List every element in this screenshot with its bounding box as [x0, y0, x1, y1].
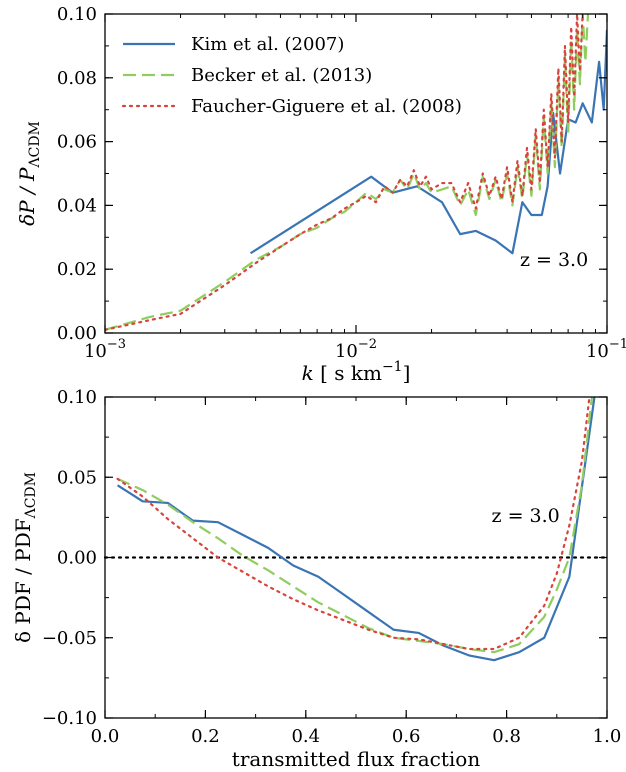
y-axis-label-main: δ PDF / PDF: [11, 518, 35, 643]
panel-power-spectrum: 10−3 10−2 10−10.000.020.040.060.080.10k [ …: [15, 4, 626, 385]
x-tick-label-exp: −2: [358, 337, 377, 352]
series-line-kim: [249, 29, 607, 255]
x-tick-label-base: 10: [335, 341, 358, 362]
y-axis-label: δP / PΛCDM: [15, 121, 43, 226]
series-line-kim: [116, 397, 596, 662]
x-tick-label-exp: −3: [107, 337, 126, 352]
x-tick-label-base: 10: [586, 341, 609, 362]
y-axis-label-main: δP / P: [15, 167, 39, 226]
x-tick-label-base: 10: [84, 341, 107, 362]
legend-entry-faucher: Faucher-Giguere et al. (2008): [191, 96, 462, 117]
x-axis-label-exp: −1: [382, 359, 403, 375]
x-axis-label-close: ]: [403, 361, 411, 385]
y-tick-label: −0.05: [42, 628, 97, 649]
y-tick-label: 0.02: [57, 259, 97, 280]
y-tick-label: 0.10: [57, 387, 97, 408]
series-line-faucher: [116, 397, 591, 651]
legend-entry-kim: Kim et al. (2007): [191, 34, 344, 55]
y-tick-label: 0.00: [57, 548, 97, 569]
y-tick-label: −0.10: [42, 708, 97, 729]
y-tick-label: 0.04: [57, 195, 97, 216]
x-axis-label-unit: [ s km: [314, 361, 382, 385]
x-tick-label: 10−1: [586, 337, 626, 362]
x-tick-label: 0.0: [91, 726, 120, 747]
x-axis-label: k [ s km−1]: [302, 359, 411, 385]
x-axis-label-var: k: [302, 361, 314, 385]
x-axis-label: transmitted flux fraction: [232, 747, 481, 771]
y-axis-label-sub: ΛCDM: [23, 472, 39, 519]
series-group: [116, 397, 596, 662]
y-axis-label: δ PDF / PDFΛCDM: [11, 472, 39, 643]
y-tick-label: 0.00: [57, 323, 97, 344]
series-line-faucher: [105, 14, 584, 331]
x-tick-label-exp: −1: [609, 337, 626, 352]
x-tick-label: 0.6: [392, 726, 421, 747]
y-axis-label-sub: ΛCDM: [27, 121, 43, 168]
legend-entry-becker: Becker et al. (2013): [191, 65, 372, 86]
x-tick-label: 0.4: [291, 726, 320, 747]
x-tick-label: 10−2: [335, 337, 377, 362]
y-tick-label: 0.10: [57, 4, 97, 25]
series-group: [105, 14, 607, 331]
y-tick-label: 0.08: [57, 68, 97, 89]
redshift-annotation: z = 3.0: [520, 249, 588, 271]
redshift-annotation: z = 3.0: [492, 505, 560, 527]
x-tick-label: 1.0: [593, 726, 622, 747]
x-tick-label: 10−3: [84, 337, 126, 362]
x-tick-label: 0.2: [191, 726, 220, 747]
y-tick-label: 0.05: [57, 467, 97, 488]
series-line-becker: [105, 14, 590, 331]
panel-flux-pdf: 0.0 0.2 0.4 0.6 0.8 1.0 −0.10 −0.05 0.00 0.05 0.10…: [11, 387, 621, 771]
y-tick-label: 0.06: [57, 132, 97, 153]
x-tick-label: 0.8: [492, 726, 521, 747]
